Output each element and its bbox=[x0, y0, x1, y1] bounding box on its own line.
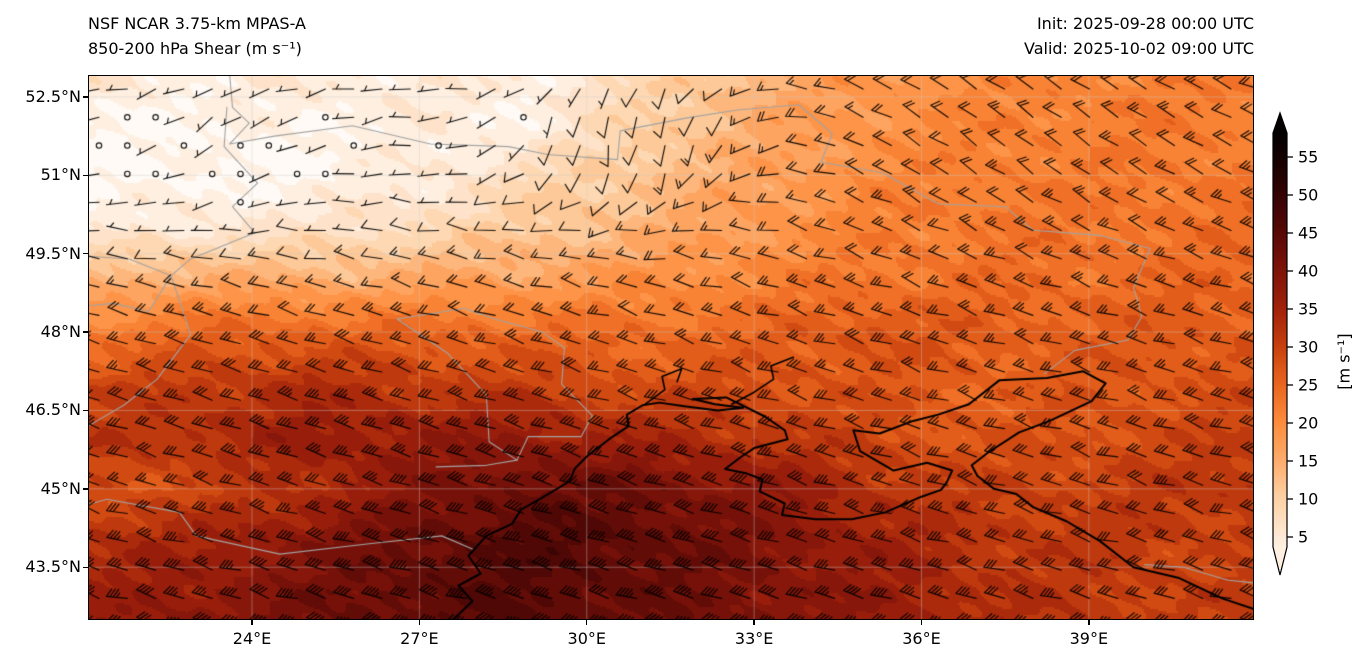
valid-time-label: Valid: 2025-10-02 09:00 UTC bbox=[1023, 39, 1254, 58]
x-tick-mark bbox=[418, 620, 421, 625]
y-tick-mark bbox=[83, 253, 88, 255]
colorbar-tick-label: 35 bbox=[1298, 300, 1318, 319]
y-tick-label: 51°N bbox=[40, 165, 81, 185]
y-tick-mark bbox=[83, 331, 88, 333]
init-valid-block: Init: 2025-09-28 00:00 UTC Valid: 2025-1… bbox=[1024, 11, 1254, 61]
y-tick-mark bbox=[83, 488, 88, 490]
x-tick-mark bbox=[586, 620, 588, 625]
colorbar-tick-label: 10 bbox=[1298, 490, 1318, 509]
x-tick-label: 36°E bbox=[902, 629, 941, 648]
y-tick-mark bbox=[83, 96, 88, 98]
colorbar-tick-label: 55 bbox=[1298, 148, 1318, 167]
colorbar-unit-label: [m s⁻¹] bbox=[1334, 333, 1354, 390]
y-tick-mark bbox=[83, 566, 88, 568]
x-tick-label: 27°E bbox=[400, 629, 439, 648]
x-tick-mark bbox=[753, 620, 755, 625]
colorbar-tick-label: 45 bbox=[1298, 224, 1318, 243]
colorbar-tick-label: 25 bbox=[1298, 376, 1318, 395]
y-tick-label: 43.5°N bbox=[25, 557, 81, 577]
colorbar-gradient bbox=[1273, 133, 1287, 547]
title-field-line: 850-200 hPa Shear (m s⁻¹) bbox=[88, 39, 302, 58]
x-tick-mark bbox=[251, 620, 253, 625]
y-tick-mark bbox=[83, 174, 88, 177]
x-tick-label: 30°E bbox=[567, 629, 606, 648]
colorbar-tick-label: 5 bbox=[1298, 528, 1308, 547]
y-tick-mark bbox=[83, 409, 88, 412]
map-canvas bbox=[88, 75, 1254, 620]
colorbar: 5 10 15 20 25 30 35 40 45 50 55 bbox=[1272, 111, 1318, 576]
y-tick-label: 48°N bbox=[40, 322, 81, 342]
colorbar-tick-label: 20 bbox=[1298, 414, 1318, 433]
x-tick-mark bbox=[920, 620, 923, 625]
y-tick-label: 52.5°N bbox=[25, 86, 81, 106]
map-plot-area bbox=[88, 75, 1254, 620]
y-tick-label: 46.5°N bbox=[25, 400, 81, 420]
title-model-line: NSF NCAR 3.75-km MPAS-A bbox=[88, 14, 306, 33]
colorbar-tick-label: 40 bbox=[1298, 262, 1318, 281]
colorbar-outline bbox=[1272, 111, 1288, 576]
x-tick-label: 33°E bbox=[734, 629, 774, 648]
colorbar-shape bbox=[1273, 547, 1287, 575]
colorbar-tick-label: 50 bbox=[1298, 186, 1318, 205]
init-time-label: Init: 2025-09-28 00:00 UTC bbox=[1036, 14, 1254, 33]
x-tick-label: 39°E bbox=[1069, 629, 1109, 648]
y-tick-label: 49.5°N bbox=[25, 243, 81, 263]
x-tick-label: 24°E bbox=[232, 629, 272, 648]
plot-title-block: NSF NCAR 3.75-km MPAS-A 850-200 hPa Shea… bbox=[88, 11, 306, 61]
colorbar-tick-label: 30 bbox=[1298, 338, 1318, 357]
y-tick-label: 45°N bbox=[40, 478, 81, 498]
x-tick-mark bbox=[1088, 620, 1090, 625]
colorbar-shape bbox=[1273, 113, 1287, 133]
colorbar-tick-label: 15 bbox=[1298, 452, 1318, 471]
